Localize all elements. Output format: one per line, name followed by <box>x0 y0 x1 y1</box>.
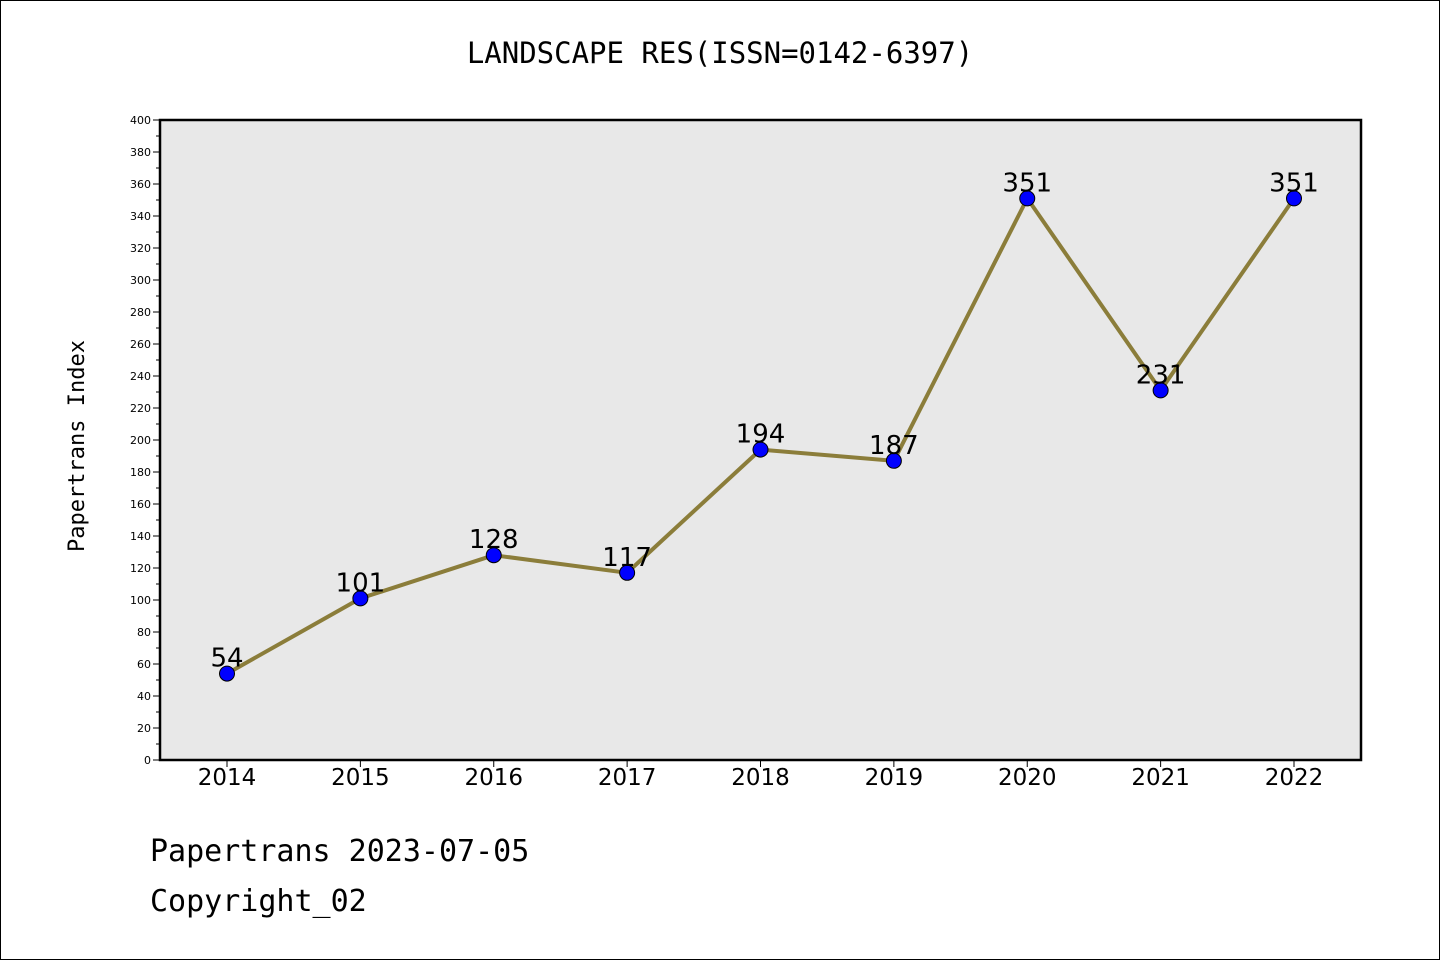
y-tick-label: 220 <box>130 402 151 415</box>
y-tick-label: 60 <box>137 658 151 671</box>
data-point <box>485 547 502 564</box>
x-tick-label: 2019 <box>865 765 924 791</box>
y-tick-label: 260 <box>130 338 151 351</box>
y-tick-label: 380 <box>130 146 151 159</box>
data-label: 117 <box>602 543 652 573</box>
data-label: 351 <box>1002 168 1052 198</box>
data-label: 187 <box>869 431 919 461</box>
y-tick-label: 240 <box>130 370 151 383</box>
y-tick-label: 300 <box>130 274 151 287</box>
x-tick-label: 2018 <box>731 765 790 791</box>
y-tick-label: 400 <box>130 114 151 127</box>
data-point <box>1286 190 1302 207</box>
y-tick-label: 180 <box>130 466 151 479</box>
y-tick-label: 160 <box>130 498 151 511</box>
footer-date: Papertrans 2023-07-05 <box>150 834 530 869</box>
data-point <box>1152 382 1169 399</box>
data-point <box>619 564 636 581</box>
x-tick-label: 2014 <box>198 765 257 791</box>
y-tick-label: 140 <box>130 530 151 543</box>
x-tick-label: 2020 <box>998 765 1057 791</box>
y-tick-label: 80 <box>137 626 151 639</box>
y-tick-label: 340 <box>130 210 151 223</box>
x-tick-label: 2017 <box>598 765 657 791</box>
chart-title: LANDSCAPE RES(ISSN=0142-6397) <box>466 36 974 70</box>
y-tick-label: 20 <box>137 722 151 735</box>
plot-area <box>160 120 1361 760</box>
x-tick-label: 2022 <box>1265 765 1324 791</box>
data-label: 54 <box>210 644 243 674</box>
y-tick-label: 120 <box>130 562 151 575</box>
data-point <box>219 665 235 682</box>
y-tick-label: 280 <box>130 306 151 319</box>
data-label: 194 <box>736 420 786 450</box>
y-axis-label: Papertrans Index <box>65 340 90 552</box>
x-tick-label: 2015 <box>331 765 390 791</box>
data-point <box>352 590 369 607</box>
data-point <box>885 452 902 469</box>
y-tick-label: 0 <box>144 754 151 767</box>
x-tick-label: 2021 <box>1131 765 1190 791</box>
x-tick-label: 2016 <box>464 765 523 791</box>
data-point <box>752 441 769 458</box>
y-tick-label: 40 <box>137 690 151 703</box>
y-tick-label: 360 <box>130 178 151 191</box>
data-label: 128 <box>469 525 519 555</box>
data-label: 231 <box>1136 360 1186 390</box>
y-tick-label: 200 <box>130 434 151 447</box>
data-label: 101 <box>336 568 386 598</box>
y-tick-label: 100 <box>130 594 151 607</box>
data-label: 351 <box>1269 168 1319 198</box>
y-tick-label: 320 <box>130 242 151 255</box>
data-point <box>1019 190 1036 207</box>
footer-copyright: Copyright_02 <box>150 884 367 919</box>
plot-border <box>158 118 1363 762</box>
